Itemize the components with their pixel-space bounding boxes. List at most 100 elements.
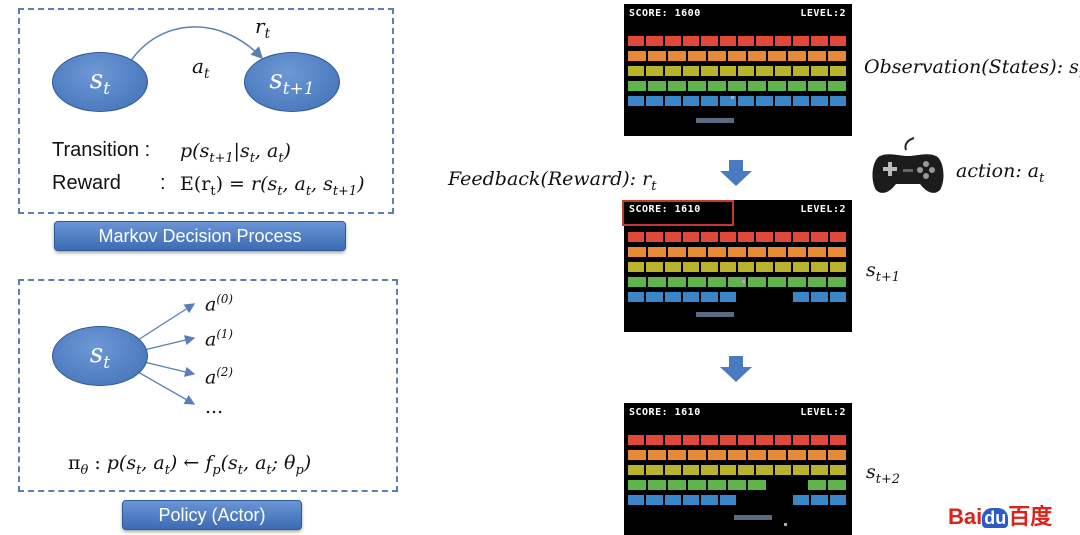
brick xyxy=(792,262,812,272)
brick xyxy=(828,277,848,287)
brick xyxy=(628,51,648,61)
brick xyxy=(682,232,702,242)
brick xyxy=(682,36,702,46)
brick xyxy=(668,277,688,287)
mdp-caption: Markov Decision Process xyxy=(54,221,346,251)
brick xyxy=(708,277,728,287)
level-text: LEVEL:2 xyxy=(800,407,846,418)
brick xyxy=(774,36,793,46)
brick xyxy=(768,81,788,91)
brick xyxy=(648,277,668,287)
paddle xyxy=(734,515,772,520)
brick xyxy=(811,262,830,272)
brick xyxy=(646,435,665,445)
brick xyxy=(688,247,708,257)
brick xyxy=(728,480,748,490)
brick xyxy=(664,262,683,272)
brick xyxy=(774,465,793,475)
gamepad-icon xyxy=(872,137,944,193)
game-frame-1: SCORE: 1610 LEVEL:2 xyxy=(624,200,852,332)
brick xyxy=(682,96,702,106)
brick xyxy=(648,450,668,460)
brick xyxy=(768,247,788,257)
brick xyxy=(628,435,647,445)
next-state-node-label: st+1 xyxy=(269,64,315,100)
brick xyxy=(811,232,830,242)
brick-row xyxy=(628,66,848,76)
brick xyxy=(664,292,683,302)
policy-formula: πθ : p(st, at) ← fp(st, at; θp) xyxy=(68,452,312,478)
policy-branch-1 xyxy=(143,335,196,351)
brick xyxy=(792,465,812,475)
brick xyxy=(792,495,812,505)
action-option-0: a(0) xyxy=(205,292,233,316)
brick xyxy=(756,66,775,76)
brick xyxy=(788,247,808,257)
brick xyxy=(774,292,793,302)
brick xyxy=(719,36,738,46)
brick-row xyxy=(628,465,848,475)
brick xyxy=(664,96,683,106)
brick xyxy=(664,36,683,46)
brick xyxy=(708,480,728,490)
brick xyxy=(737,96,757,106)
state-node: st xyxy=(52,52,148,112)
brick-row xyxy=(628,262,848,272)
brick-row xyxy=(628,81,848,91)
brick xyxy=(701,292,720,302)
brick xyxy=(829,96,848,106)
brick xyxy=(737,435,757,445)
brick xyxy=(774,66,793,76)
brick-row xyxy=(628,36,848,46)
brick xyxy=(811,36,830,46)
brick xyxy=(628,66,647,76)
brick xyxy=(628,495,647,505)
brick xyxy=(788,277,808,287)
brick xyxy=(829,262,848,272)
brick xyxy=(668,480,688,490)
brick xyxy=(748,247,768,257)
ball xyxy=(784,523,787,526)
brick xyxy=(828,51,848,61)
policy-branch-3 xyxy=(137,371,196,405)
down-arrow-icon xyxy=(720,356,752,382)
brick xyxy=(748,480,768,490)
action-option-more: ... xyxy=(205,396,224,418)
brick xyxy=(792,435,812,445)
brick xyxy=(737,232,757,242)
brick xyxy=(737,465,757,475)
brick xyxy=(756,495,775,505)
brick xyxy=(701,232,720,242)
brick xyxy=(646,495,665,505)
brick-row xyxy=(628,480,848,490)
brick xyxy=(808,247,828,257)
brick xyxy=(628,480,648,490)
brick xyxy=(701,96,720,106)
brick xyxy=(728,450,748,460)
level-text: LEVEL:2 xyxy=(800,8,846,19)
brick xyxy=(664,435,683,445)
brick xyxy=(668,247,688,257)
brick xyxy=(748,51,768,61)
score-text: SCORE: 1600 xyxy=(629,8,701,19)
brick xyxy=(788,480,808,490)
brick-row xyxy=(628,495,848,505)
ball xyxy=(742,280,745,283)
brick xyxy=(828,450,848,460)
policy-caption: Policy (Actor) xyxy=(122,500,302,530)
brick xyxy=(664,232,683,242)
brick xyxy=(664,465,683,475)
brick xyxy=(648,51,668,61)
action-option-2: a(2) xyxy=(205,365,233,389)
score-text: SCORE: 1610 xyxy=(629,204,701,215)
brick xyxy=(682,262,702,272)
brick xyxy=(628,277,648,287)
brick xyxy=(701,36,720,46)
brick xyxy=(792,66,812,76)
brick xyxy=(737,66,757,76)
action-label: action: at xyxy=(956,160,1045,186)
brick xyxy=(774,232,793,242)
brick xyxy=(811,66,830,76)
brick xyxy=(682,435,702,445)
